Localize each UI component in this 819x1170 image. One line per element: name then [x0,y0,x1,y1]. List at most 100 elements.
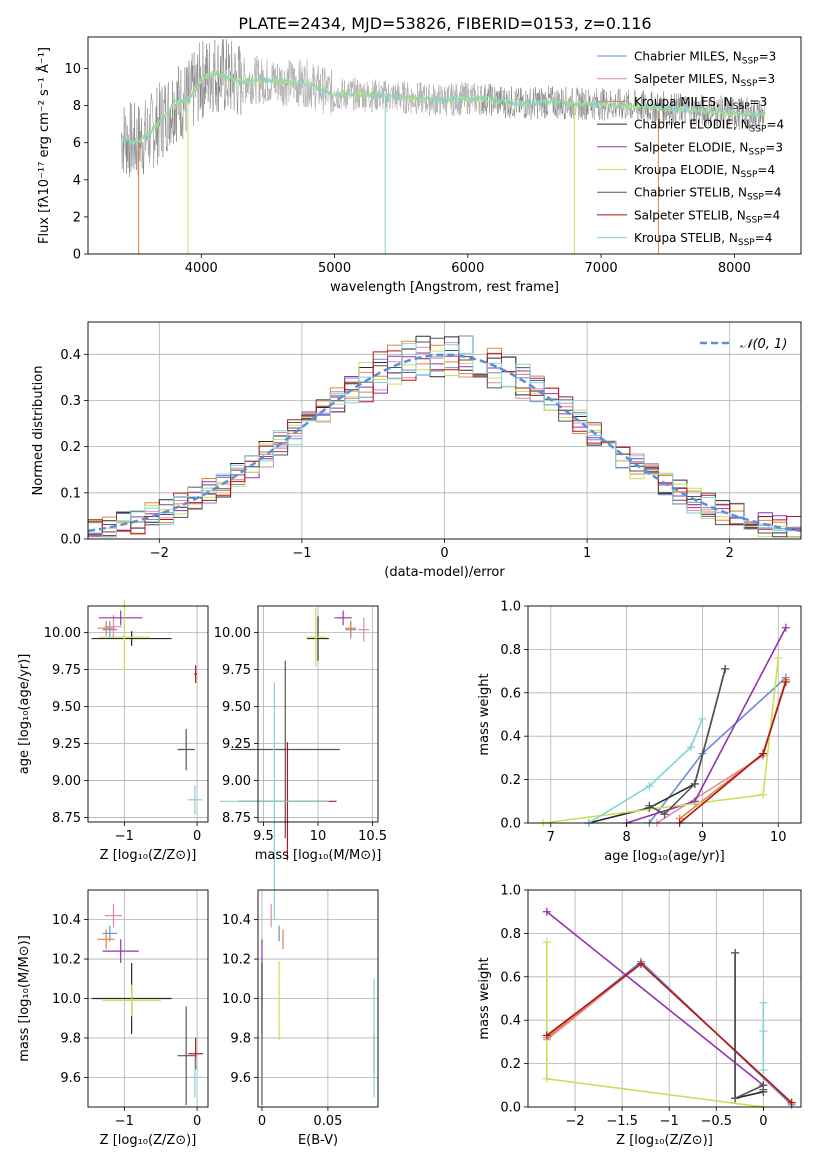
legend-label: Kroupa STELIB, NSSP=4 [634,231,772,248]
y-axis-label: Normed distribution [31,366,46,496]
legend-sub: SSP [747,193,764,203]
legend-label: Salpeter STELIB, NSSP=4 [634,208,780,225]
legend-label: Chabrier STELIB, NSSP=4 [634,186,782,203]
y-tick-label: 0.3 [60,394,81,409]
legend-suffix: =4 [755,231,773,245]
y-tick-label: 9.75 [52,663,81,678]
x-tick-label: 10 [310,829,327,844]
residuals-axes: −2 −1 0 1 2 0.0 0.1 0.2 0.3 0.4 (data-model)/error… [31,321,802,580]
legend-name: Salpeter ELODIE, N [634,140,748,154]
legend-name: Salpeter STELIB, N [634,208,746,222]
mass-weight-line [588,718,704,824]
massweight_vs_age-plot [539,623,790,827]
x-tick-label: 8 [622,830,630,845]
y-axis-label: mass weight [477,957,492,1039]
x-tick-label: 0 [258,1114,266,1129]
y-axis-label: mass [log₁₀(M/M⊙)] [17,935,32,1062]
axes-frame [87,889,209,1108]
spectrum-axes: 4000 5000 6000 7000 8000 0 2 4 6 8 10 wavelength [A… [36,36,802,295]
residual-histogram [87,350,801,537]
age_vs_mass-plot [219,607,370,920]
x-tick-label: 7000 [585,261,618,276]
legend-sub: SSP [733,102,750,112]
y-tick-label: 9.50 [52,700,81,715]
y-tick-label: 9.00 [222,774,251,789]
legend-sub: SSP [738,238,755,248]
x-tick-label: 0 [193,829,201,844]
y-tick-label: 2 [73,210,81,225]
x-axis-label: age [log₁₀(age/yr)] [604,849,725,864]
x-axis-label: (data-model)/error [384,565,505,580]
legend-sub: SSP [750,125,767,135]
mass_vs_ebv-axes: 0 0.05 9.6 9.8 10.0 10.2 10.4 E(B-V) [222,889,379,1148]
legend-sub: SSP [746,215,763,225]
x-axis-label: wavelength [Angstrom, rest frame] [330,280,559,295]
x-tick-label: 0 [193,1114,201,1129]
y-tick-label: 10.4 [52,913,81,928]
mass-weight-line [546,911,764,1086]
x-tick-label: 6000 [451,261,484,276]
age_vs_Z-plot [91,600,203,815]
x-tick-label: 5000 [318,261,351,276]
massweight_vs_Z-axes: −2 −1.5 −1 −0.5 0 0.0 0.2 0.4 0.6 0.8 1.0 Z [log₁₀(… [477,884,802,1148]
observed-spectrum-light [241,55,481,116]
x-tick-label: −1 [292,546,311,561]
legend-suffix: =4 [764,186,782,200]
axes-frame [257,605,379,823]
axes-frame [527,889,802,1108]
x-tick-label: 0 [759,1114,767,1129]
y-tick-label: 9.50 [222,700,251,715]
legend-name: Kroupa MILES, N [634,95,733,109]
legend-suffix: =4 [766,118,784,132]
y-tick-label: 10.00 [44,626,81,641]
mass-weight-line [648,668,726,816]
x-tick-label: 1 [583,546,591,561]
legend-suffix: =3 [757,72,775,86]
y-tick-label: 0.8 [500,927,521,942]
model-spectrum [120,69,766,146]
x-tick-label: 10 [770,830,787,845]
y-tick-label: 0.2 [500,1057,521,1072]
legend-suffix: =3 [765,140,783,154]
legend-sub: SSP [741,170,758,180]
x-tick-label: 4000 [185,261,218,276]
x-tick-label: 8000 [718,261,751,276]
residuals-plot [87,335,802,538]
x-tick-label: 10.5 [358,829,387,844]
y-tick-label: 10.0 [52,992,81,1007]
x-tick-label: 0 [440,546,448,561]
mass-weight-line [626,627,787,824]
axes-frame [257,889,379,1108]
legend-suffix: =4 [763,208,781,222]
mass-weight-line [543,658,780,824]
mass_vs_Z-plot [91,903,203,1106]
y-tick-label: 0.1 [60,486,81,501]
y-tick-label: 9.8 [60,1031,81,1046]
legend-name: Chabrier STELIB, N [634,186,747,200]
mass-weight-line [545,942,764,1108]
legend-suffix: =3 [750,95,768,109]
legend-suffix: =4 [757,163,775,177]
x-axis-label: mass [log₁₀(M/M⊙)] [255,848,382,863]
y-tick-label: 10.0 [222,992,251,1007]
axes-frame [87,321,802,540]
x-tick-label: 0.05 [313,1114,342,1129]
legend-name: Chabrier ELODIE, N [634,118,750,132]
axes-frame [527,605,802,824]
y-tick-label: 0.6 [500,686,521,701]
y-tick-label: 0.2 [500,773,521,788]
x-tick-label: 2 [726,546,734,561]
x-tick-label: −0.5 [700,1114,732,1129]
x-axis-label: Z [log₁₀(Z/Z⊙)] [100,1133,197,1148]
y-tick-label: 10 [64,62,81,77]
y-tick-label: 1.0 [500,600,521,615]
y-tick-label: 9.75 [222,663,251,678]
y-axis-label: age [log₁₀(age/yr)] [17,654,32,775]
x-tick-label: 9 [698,830,706,845]
x-tick-label: −1 [115,829,134,844]
legend-name: Salpeter MILES, N [634,72,741,86]
residual-histogram [87,343,801,538]
massweight_vs_Z-plot [542,907,796,1111]
normal-curve [87,353,802,533]
y-tick-label: 0.2 [60,440,81,455]
